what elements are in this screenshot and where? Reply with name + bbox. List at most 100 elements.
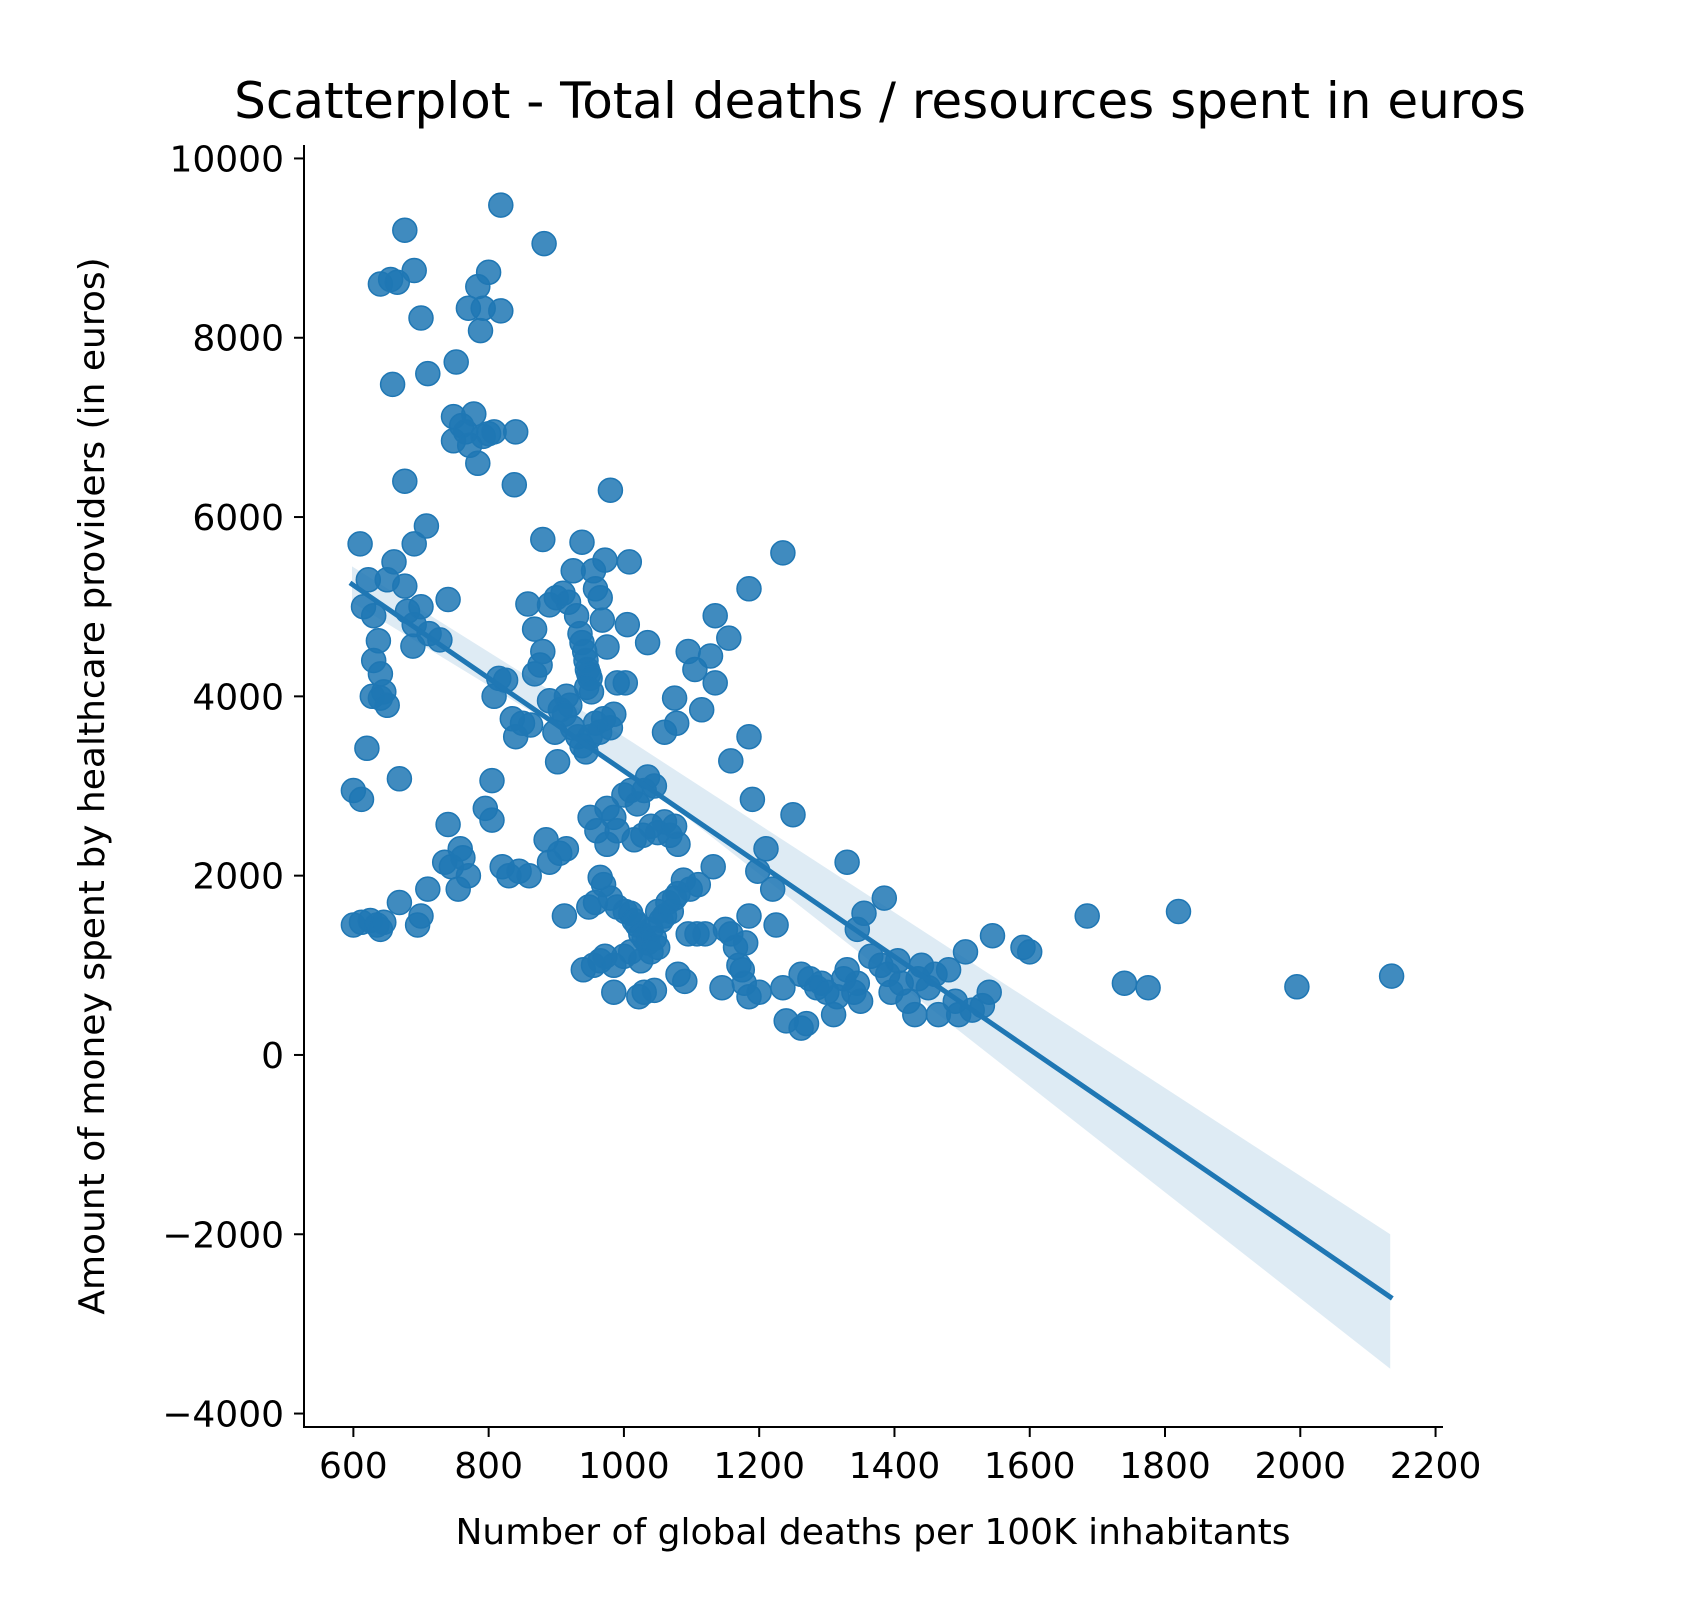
data-point xyxy=(360,602,387,629)
data-point xyxy=(1284,974,1310,1000)
data-point xyxy=(587,584,613,611)
data-point xyxy=(502,419,529,445)
x-tick-label: 600 xyxy=(319,1446,388,1487)
x-axis-label: Number of global deaths per 100K inhabit… xyxy=(455,1512,1290,1553)
data-point xyxy=(702,602,728,629)
y-tick-label: −4000 xyxy=(162,1395,284,1436)
data-point xyxy=(481,419,507,445)
data-point xyxy=(739,786,766,813)
data-point xyxy=(517,712,544,738)
data-point xyxy=(952,939,979,965)
data-point xyxy=(467,317,494,344)
y-axis-label: Amount of money spent by healthcare prov… xyxy=(72,257,113,1314)
y-tick-label: 0 xyxy=(261,1036,284,1077)
data-point xyxy=(408,305,434,331)
data-point xyxy=(780,801,806,828)
y-tick-label: −2000 xyxy=(162,1215,284,1256)
data-point xyxy=(793,1010,820,1037)
data-point xyxy=(902,1001,928,1028)
data-point xyxy=(594,634,620,660)
data-point xyxy=(354,735,380,762)
data-point xyxy=(601,701,627,728)
data-point xyxy=(435,811,461,838)
data-point xyxy=(702,670,728,696)
data-point xyxy=(672,968,698,995)
data-point xyxy=(347,531,373,557)
data-point xyxy=(461,401,487,427)
data-point xyxy=(551,903,578,929)
data-point xyxy=(544,749,571,775)
data-point xyxy=(634,629,661,656)
data-point xyxy=(1016,939,1043,965)
data-point xyxy=(612,670,639,696)
data-point xyxy=(709,974,735,1001)
data-point xyxy=(614,611,641,638)
data-point xyxy=(601,979,627,1005)
data-point xyxy=(371,909,397,936)
data-point xyxy=(348,786,375,813)
data-point xyxy=(871,885,898,911)
data-point xyxy=(661,685,688,711)
data-point xyxy=(415,360,441,387)
data-point xyxy=(479,807,505,833)
x-tick-label: 1600 xyxy=(984,1446,1076,1487)
y-tick-label: 4000 xyxy=(192,677,284,718)
data-point xyxy=(401,531,427,557)
x-tick-label: 800 xyxy=(454,1446,523,1487)
data-point xyxy=(589,607,616,633)
data-point xyxy=(381,549,407,575)
data-point xyxy=(408,903,434,929)
data-point xyxy=(435,586,461,613)
data-point xyxy=(976,979,1002,1005)
data-point xyxy=(1135,974,1161,1001)
data-point xyxy=(1074,903,1100,929)
data-point xyxy=(392,573,418,599)
data-point xyxy=(644,934,671,961)
data-point xyxy=(736,723,762,750)
x-tick-label: 1200 xyxy=(713,1446,805,1487)
x-tick-label: 1800 xyxy=(1119,1446,1211,1487)
data-point xyxy=(413,513,440,539)
data-point xyxy=(386,889,413,916)
data-point xyxy=(521,616,548,642)
x-tick-label: 1400 xyxy=(849,1446,941,1487)
data-point xyxy=(401,257,427,284)
data-point xyxy=(531,230,557,257)
data-point xyxy=(379,371,406,398)
data-point xyxy=(445,876,471,902)
data-point xyxy=(732,930,759,956)
data-point xyxy=(1378,963,1405,989)
data-point xyxy=(663,710,690,736)
data-point xyxy=(501,472,528,498)
data-point xyxy=(834,849,860,875)
confidence-band xyxy=(352,566,1391,1369)
plot-area xyxy=(340,192,1405,1369)
regression-line xyxy=(348,580,1394,1301)
data-point xyxy=(700,853,726,880)
data-point xyxy=(553,836,580,862)
data-point xyxy=(443,349,469,375)
data-point xyxy=(415,876,441,902)
x-tick-label: 2200 xyxy=(1390,1446,1482,1487)
data-point xyxy=(665,831,691,858)
y-tick-label: 2000 xyxy=(192,857,284,898)
data-point xyxy=(392,468,418,494)
data-point xyxy=(386,766,413,792)
x-tick-label: 1000 xyxy=(578,1446,670,1487)
data-point xyxy=(408,593,434,620)
data-point xyxy=(515,591,541,617)
data-point xyxy=(770,974,796,1001)
data-point xyxy=(716,625,742,651)
data-point xyxy=(718,748,744,774)
data-point xyxy=(746,979,772,1005)
data-point xyxy=(736,576,762,602)
data-point xyxy=(935,957,962,983)
data-point xyxy=(530,638,556,665)
chart-title: Scatterplot - Total deaths / resources s… xyxy=(234,72,1526,130)
data-point xyxy=(1111,970,1138,996)
data-point xyxy=(688,697,715,723)
data-point xyxy=(697,643,724,669)
data-point xyxy=(594,831,620,858)
data-point xyxy=(479,767,505,794)
